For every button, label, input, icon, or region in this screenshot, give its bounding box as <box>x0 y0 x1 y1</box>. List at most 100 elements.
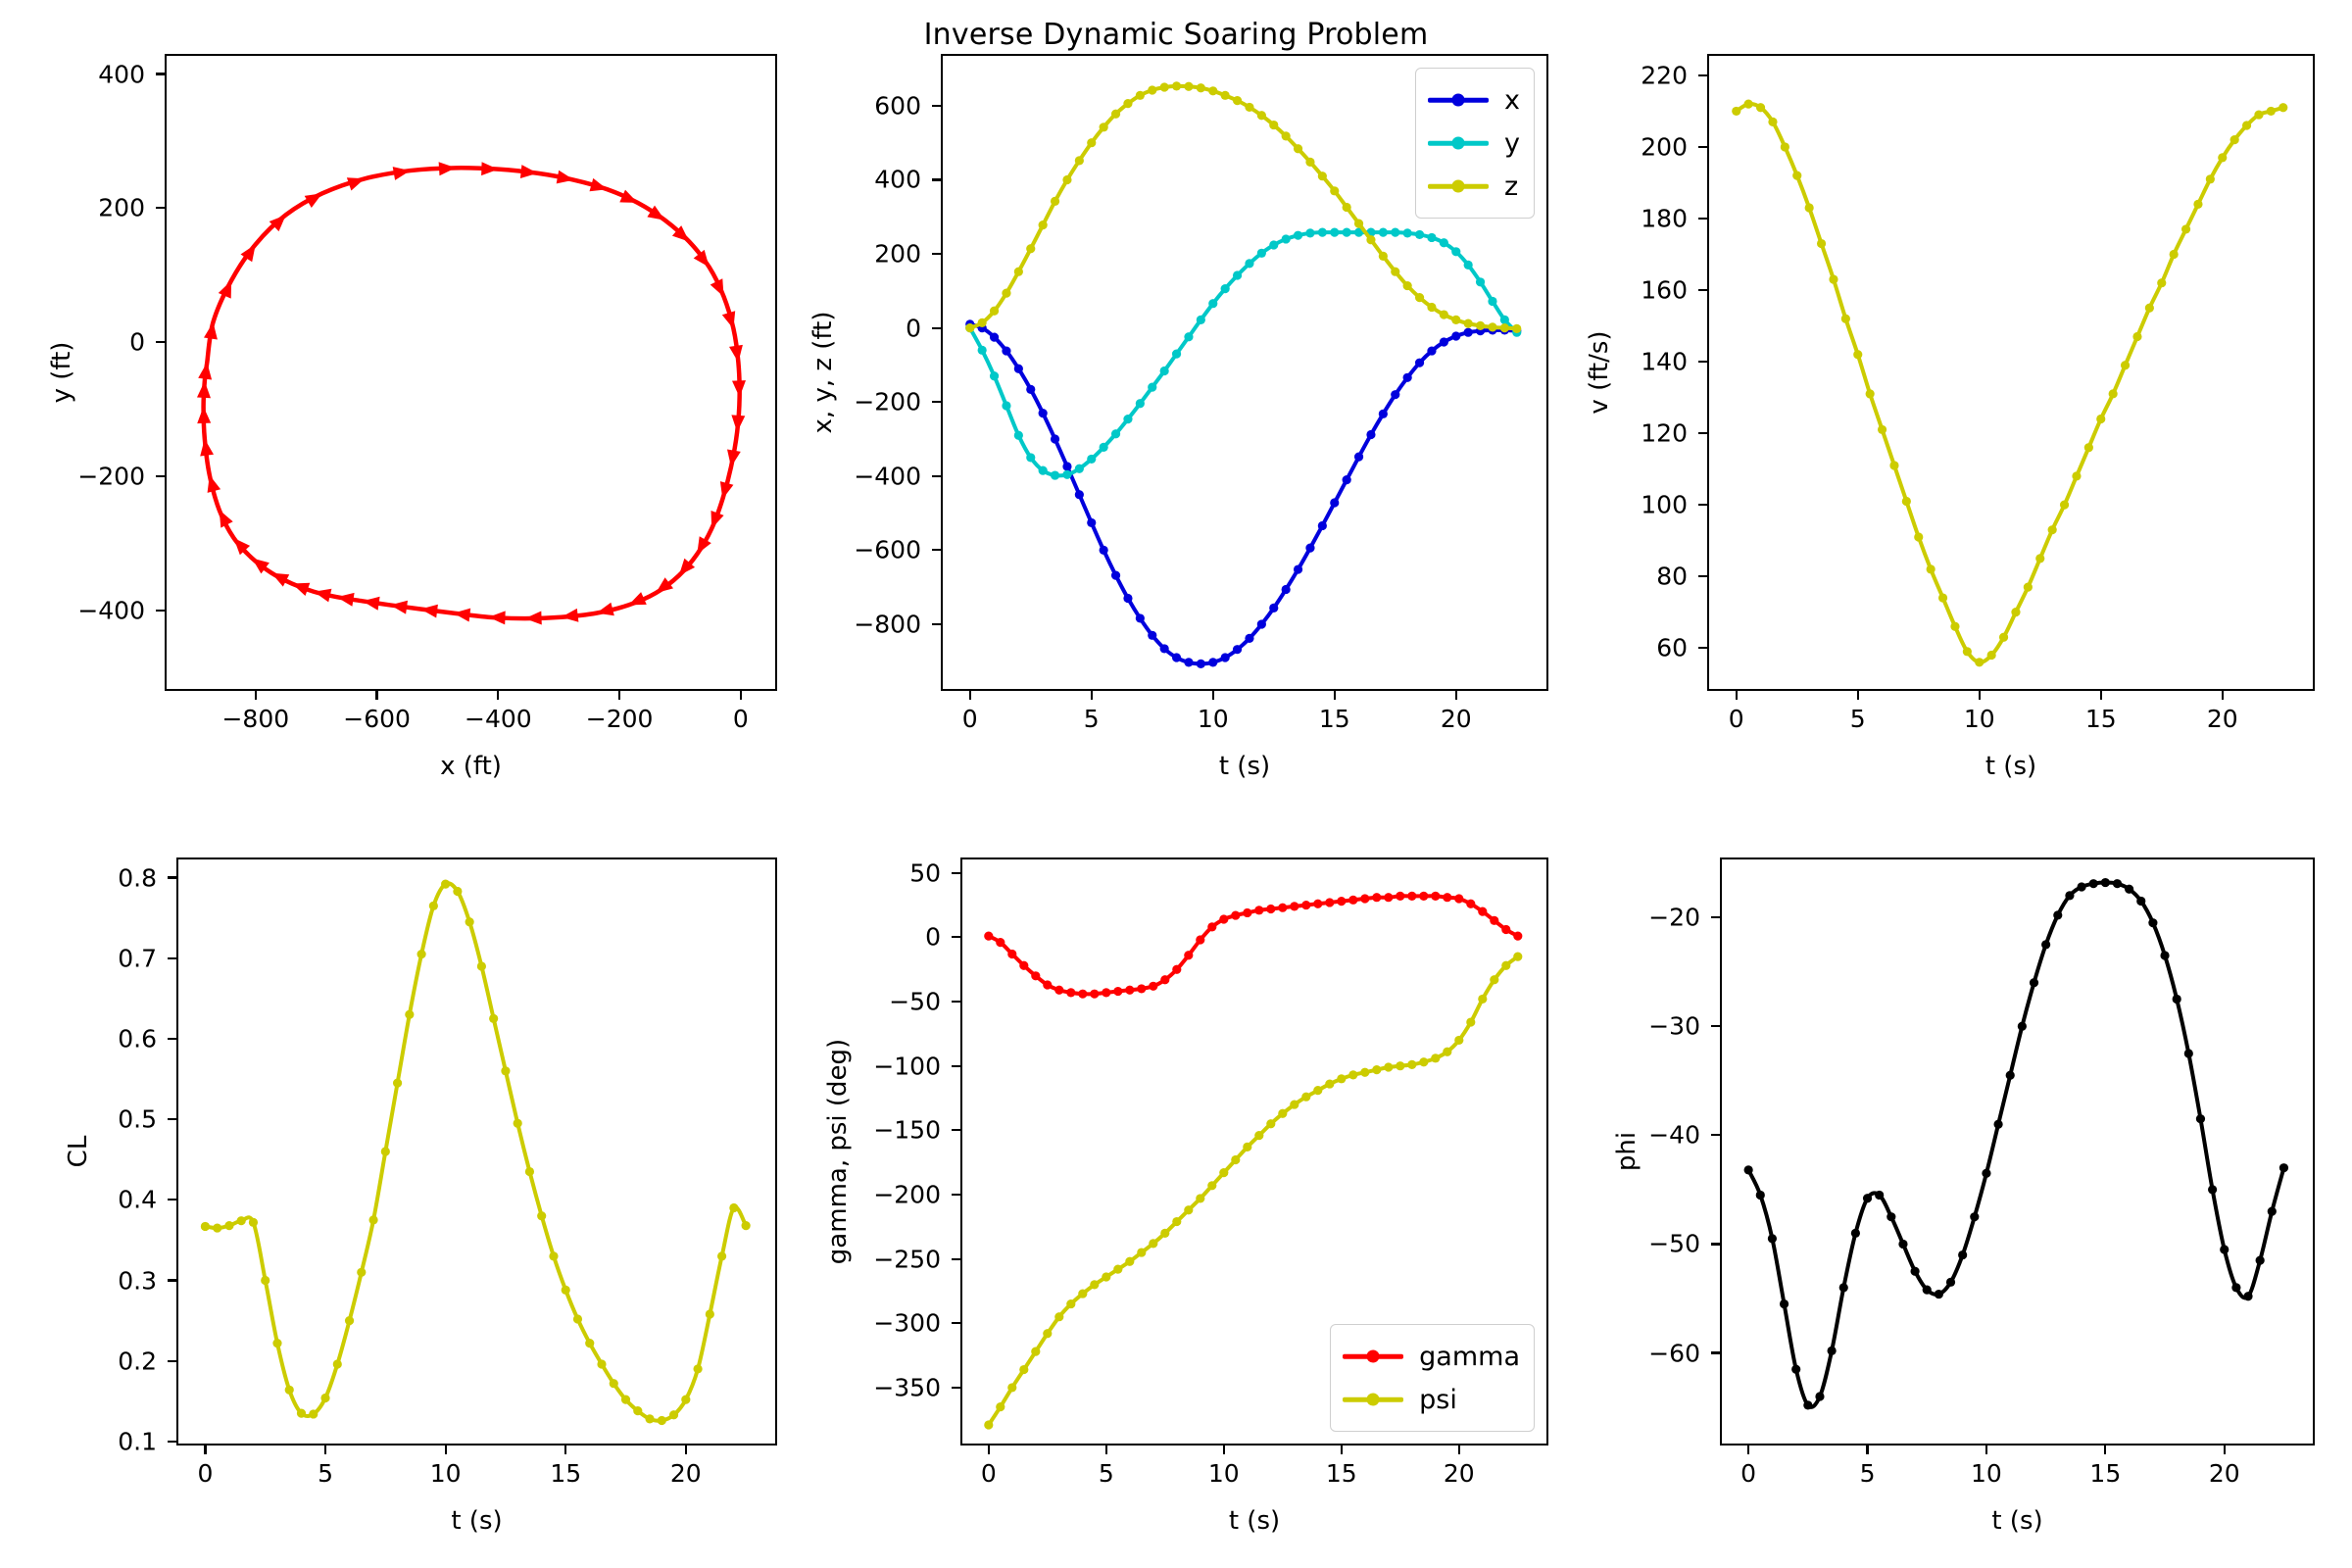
y-tick-label: −200 <box>854 387 921 416</box>
y-tickmark <box>1711 1351 1720 1354</box>
y-axis-label: v (ft/s) <box>1585 330 1614 415</box>
y-tick-label: 220 <box>1641 61 1688 90</box>
y-tickmark <box>156 73 165 75</box>
x-tickmark <box>1866 1446 1869 1454</box>
y-tick-label: 0.8 <box>118 863 157 893</box>
plot-area <box>1743 877 2289 1410</box>
y-tick-label: −30 <box>1648 1011 1700 1041</box>
x-tickmark <box>684 1446 687 1454</box>
x-tick-label: 10 <box>1197 705 1229 733</box>
y-tickmark <box>1711 916 1720 919</box>
y-tick-label: 0.3 <box>118 1266 157 1295</box>
x-tick-label: 10 <box>1963 705 1995 733</box>
x-tick-label: 20 <box>1440 705 1472 733</box>
y-tickmark <box>168 1037 176 1041</box>
x-tickmark <box>739 691 742 700</box>
y-axis-label: y (ft) <box>47 341 76 404</box>
y-tick-label: 180 <box>1641 204 1688 233</box>
plot-area <box>200 879 751 1426</box>
y-tickmark <box>932 474 941 477</box>
y-tickmark <box>932 622 941 626</box>
x-tick-label: 15 <box>2089 1459 2122 1488</box>
legend-entry-psi[interactable]: psi <box>1343 1378 1520 1421</box>
legend-entry-y[interactable]: y <box>1428 122 1520 165</box>
y-tickmark <box>156 341 165 344</box>
y-tick-label: 80 <box>1656 562 1688 591</box>
x-tickmark <box>2223 1446 2226 1454</box>
y-tickmark <box>1698 360 1707 364</box>
y-tickmark <box>168 1440 176 1443</box>
y-tick-label: −60 <box>1648 1339 1700 1368</box>
y-tick-label: −40 <box>1648 1120 1700 1150</box>
panel-velocity-vs-time: 220 200 180 160 140 120 100 80 60 0 5 10 15 20 t (s) v … <box>1585 54 2315 781</box>
y-tick-label: 50 <box>909 858 941 888</box>
x-tickmark <box>444 1446 447 1454</box>
y-tick-label: 400 <box>98 60 145 89</box>
legend-entry-x[interactable]: x <box>1428 78 1520 122</box>
x-tickmark <box>1457 1446 1460 1454</box>
y-tick-label: 200 <box>874 239 921 269</box>
x-tick-label: 0 <box>980 1459 997 1488</box>
legend-label-z: z <box>1504 171 1519 202</box>
y-tickmark <box>168 876 176 879</box>
x-axis-label: t (s) <box>1228 1506 1281 1536</box>
x-tick-label: −400 <box>465 705 532 733</box>
legend-label-psi: psi <box>1419 1384 1457 1415</box>
y-axis-label: gamma, psi (deg) <box>823 1038 853 1265</box>
y-tickmark <box>932 549 941 552</box>
x-tickmark <box>1747 1446 1750 1454</box>
x-tickmark <box>968 691 971 700</box>
y-tick-label: 100 <box>1641 490 1688 519</box>
y-tickmark <box>1698 145 1707 149</box>
y-tickmark <box>156 609 165 612</box>
x-tickmark <box>375 691 378 700</box>
x-tick-label: 0 <box>961 705 978 733</box>
y-tick-label: −20 <box>1648 903 1700 932</box>
legend-swatch-x <box>1428 91 1490 109</box>
axes-frame <box>1720 858 2315 1446</box>
x-tickmark <box>1856 691 1859 700</box>
x-tickmark <box>254 691 257 700</box>
legend-entry-z[interactable]: z <box>1428 165 1520 208</box>
x-axis-label: t (s) <box>1984 752 2037 781</box>
y-tick-label: 200 <box>98 193 145 222</box>
x-tickmark <box>1978 691 1981 700</box>
x-tickmark <box>1454 691 1457 700</box>
y-tick-label: −250 <box>873 1245 941 1274</box>
y-tickmark <box>1698 647 1707 650</box>
y-tickmark <box>952 1064 960 1067</box>
x-tickmark <box>2104 1446 2107 1454</box>
y-axis-label: x, y, z (ft) <box>808 311 838 434</box>
x-tick-label: 15 <box>550 1459 582 1488</box>
y-tick-label: −150 <box>873 1115 941 1145</box>
plot-area <box>984 891 1523 1430</box>
y-tick-label: −600 <box>854 535 921 564</box>
y-tickmark <box>1711 1025 1720 1028</box>
y-tick-label: 200 <box>1641 132 1688 162</box>
x-tick-label: 10 <box>429 1459 462 1488</box>
y-tickmark <box>952 1322 960 1325</box>
x-tick-label: 10 <box>1207 1459 1240 1488</box>
y-tick-label: −400 <box>854 462 921 491</box>
x-tick-label: −200 <box>585 705 654 733</box>
y-tickmark <box>156 474 165 478</box>
y-tickmark <box>168 956 176 959</box>
y-tickmark <box>1698 288 1707 292</box>
legend-entry-gamma[interactable]: gamma <box>1343 1335 1520 1378</box>
y-tick-label: −200 <box>873 1180 941 1209</box>
x-tickmark <box>987 1446 990 1454</box>
x-tick-label: 5 <box>1083 705 1100 733</box>
y-tick-label: 0.4 <box>118 1185 157 1214</box>
y-tick-label: −800 <box>854 610 921 639</box>
x-tick-label: 0 <box>197 1459 214 1488</box>
x-tickmark <box>1090 691 1093 700</box>
y-tickmark <box>1698 504 1707 507</box>
y-tick-label: 0.1 <box>118 1427 157 1456</box>
y-tickmark <box>1698 431 1707 435</box>
axes-frame <box>165 54 777 691</box>
panel-lift-coefficient-vs-time: 0.8 0.7 0.6 0.5 0.4 0.3 0.2 0.1 0 5 10 15 20 t (s) CL <box>64 858 777 1536</box>
y-tick-label: −50 <box>1648 1229 1700 1258</box>
x-tick-label: 20 <box>2208 1459 2240 1488</box>
